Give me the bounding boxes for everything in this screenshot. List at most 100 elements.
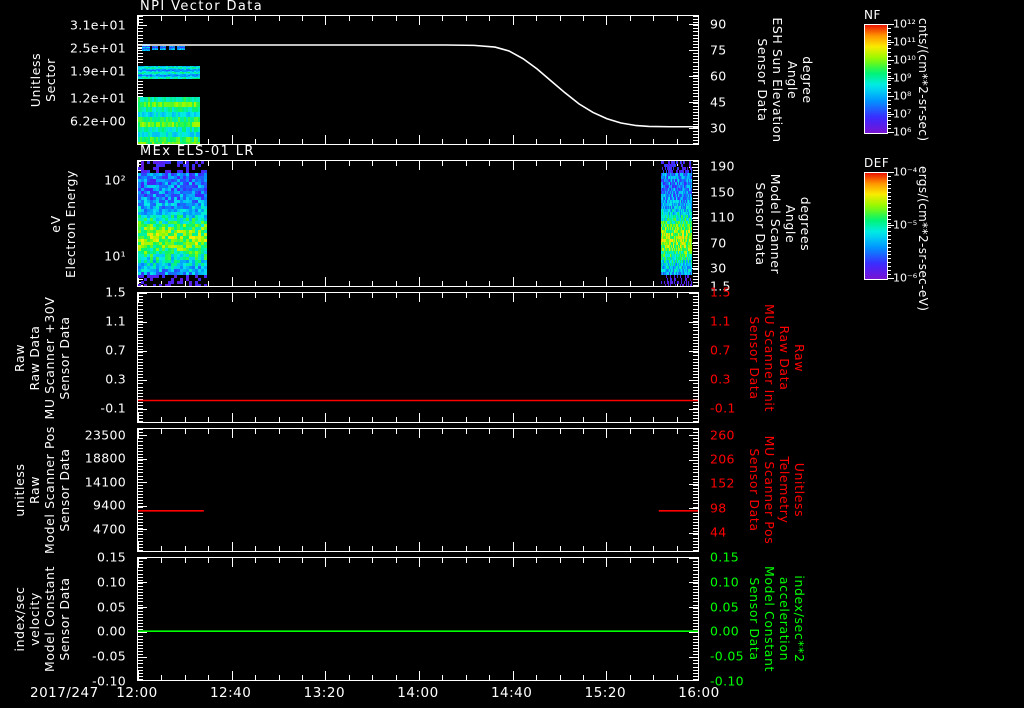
x-tick-bottom-mu-scanner-30v-raw-19 (582, 417, 584, 422)
y-minor-tick-l-mu-scanner-30v-raw-2 (138, 299, 143, 301)
y-tick-label-right-npi-vector-data-3: 45 (710, 94, 727, 110)
y-minor-tick-l-model-constant-velocity-36 (138, 669, 143, 671)
y-minor-tick-l-model-constant-velocity-6 (138, 576, 143, 578)
y-tick-label-left-model-scanner-pos-raw-3: 9400 (92, 497, 126, 513)
y-minor-tick-r-model-scanner-pos-raw-20 (693, 491, 698, 492)
colorbar-tick-label-def-colorbar-1: 10⁻⁵ (893, 218, 918, 232)
y-minor-tick-r-model-scanner-pos-raw-19 (693, 487, 698, 489)
y-minor-tick-l-mu-scanner-30v-raw-16 (138, 342, 143, 344)
y-major-tick-right-model-scanner-pos-raw-2 (689, 483, 698, 485)
y-minor-tick-l-mu-scanner-30v-raw-12 (138, 330, 143, 332)
x-axis-tick-label-6: 16:00 (678, 685, 720, 701)
x-tick-bottom-model-constant-velocity-22 (653, 675, 655, 680)
y-major-tick-right-model-scanner-pos-raw-3 (689, 508, 698, 510)
x-tick-bottom-model-scanner-pos-raw-23 (676, 546, 678, 551)
y-minor-tick-r-mu-scanner-30v-raw-28 (693, 380, 698, 382)
y-tick-label-right-npi-vector-data-1: 75 (710, 42, 727, 58)
y-minor-tick-r-mu-scanner-30v-raw-38 (693, 411, 698, 413)
y-minor-tick-l-model-scanner-pos-raw-13 (138, 469, 143, 471)
y-minor-tick-r-model-constant-velocity-28 (693, 644, 698, 646)
colorbar-minor-tick-nf-colorbar-1 (887, 28, 891, 29)
y-minor-tick-r-model-scanner-pos-raw-36 (693, 540, 698, 542)
y-minor-tick-l-mu-scanner-30v-raw-39 (138, 414, 143, 416)
colorbar-minor-tick-def-colorbar-16 (887, 234, 891, 236)
y-tick-label-right-mu-scanner-30v-raw-4: -0.1 (710, 400, 736, 416)
axis-title-left-mu-scanner-30v-raw-1: Raw Data (27, 325, 42, 390)
y-minor-tick-r-mu-scanner-30v-raw-17 (693, 346, 698, 348)
x-tick-bottom-model-constant-velocity-4 (231, 671, 233, 680)
x-tick-top-model-scanner-pos-raw-1 (161, 429, 163, 434)
y-minor-tick-r-mu-scanner-30v-raw-21 (693, 358, 698, 360)
x-tick-bottom-model-scanner-pos-raw-4 (231, 542, 233, 551)
y-tick-label-right-model-constant-velocity-4: -0.05 (710, 648, 744, 664)
x-tick-top-mu-scanner-30v-raw-12 (419, 293, 420, 302)
y-minor-tick-r-model-constant-velocity-12 (693, 595, 698, 597)
colorbar-minor-tick-nf-colorbar-0 (887, 24, 891, 25)
y-minor-tick-r-model-constant-velocity-19 (693, 616, 698, 618)
y-tick-label-left-model-constant-velocity-3: 0.00 (96, 623, 126, 639)
colorbar-minor-tick-nf-colorbar-4 (887, 40, 891, 41)
y-tick-label-left-model-constant-velocity-1: 0.10 (96, 574, 126, 590)
y-minor-tick-r-mu-scanner-30v-raw-7 (693, 314, 698, 316)
x-tick-top-model-constant-velocity-6 (278, 558, 280, 563)
colorbar-minor-tick-nf-colorbar-14 (887, 80, 891, 81)
colorbar-minor-tick-def-colorbar-11 (887, 215, 891, 217)
x-tick-bottom-mu-scanner-30v-raw-18 (559, 417, 561, 422)
y-minor-tick-r-model-constant-velocity-20 (693, 620, 698, 621)
y-tick-label-left-mu-scanner-30v-raw-1: 1.1 (105, 313, 126, 329)
y-minor-tick-r-mu-scanner-30v-raw-19 (693, 352, 698, 354)
y-minor-tick-r-model-scanner-pos-raw-24 (693, 503, 698, 505)
y-minor-tick-r-model-scanner-pos-raw-6 (693, 447, 698, 449)
y-minor-tick-l-mu-scanner-30v-raw-6 (138, 311, 143, 313)
y-tick-label-right-model-constant-velocity-1: 0.10 (710, 574, 740, 590)
y-minor-tick-l-model-constant-velocity-18 (138, 613, 143, 615)
x-tick-top-mu-scanner-30v-raw-22 (653, 293, 655, 298)
y-minor-tick-l-model-scanner-pos-raw-25 (138, 506, 143, 508)
y-tick-label-left-npi-vector-data-1: 2.5e+01 (69, 40, 126, 56)
y-minor-tick-r-model-scanner-pos-raw-38 (693, 546, 698, 548)
y-minor-tick-r-mu-scanner-30v-raw-29 (693, 383, 698, 385)
x-tick-bottom-model-scanner-pos-raw-20 (606, 542, 608, 551)
colorbar-minor-tick-def-colorbar-1 (887, 175, 891, 177)
colorbar-minor-tick-def-colorbar-8 (887, 203, 891, 205)
y-tick-label-right-model-scanner-pos-raw-1: 206 (710, 451, 735, 467)
y-major-tick-left-mu-scanner-30v-raw-2 (138, 350, 147, 352)
x-tick-bottom-mu-scanner-30v-raw-20 (606, 413, 608, 422)
y-minor-tick-r-model-constant-velocity-4 (693, 570, 698, 572)
y-minor-tick-r-model-scanner-pos-raw-22 (693, 497, 698, 499)
y-minor-tick-l-model-constant-velocity-29 (138, 647, 143, 649)
colorbar-minor-tick-def-colorbar-3 (887, 183, 891, 185)
y-minor-tick-l-model-constant-velocity-24 (138, 632, 143, 634)
y-minor-tick-l-model-constant-velocity-25 (138, 635, 143, 637)
y-minor-tick-r-mu-scanner-30v-raw-9 (693, 321, 698, 323)
y-tick-label-left-model-scanner-pos-raw-0: 23500 (84, 427, 126, 443)
x-tick-bottom-mu-scanner-30v-raw-22 (653, 417, 655, 422)
y-tick-label-right-model-constant-velocity-0: 0.15 (710, 549, 740, 565)
x-tick-top-mu-scanner-30v-raw-16 (512, 293, 514, 302)
y-minor-tick-l-model-constant-velocity-30 (138, 651, 143, 652)
y-major-tick-left-mu-scanner-30v-raw-1 (138, 321, 147, 323)
x-tick-top-model-constant-velocity-3 (208, 558, 210, 563)
x-tick-top-model-constant-velocity-0 (138, 558, 139, 567)
x-tick-bottom-mu-scanner-30v-raw-14 (465, 417, 467, 422)
x-tick-bottom-mu-scanner-30v-raw-0 (138, 413, 139, 422)
y-minor-tick-l-model-constant-velocity-31 (138, 654, 143, 656)
x-tick-bottom-model-constant-velocity-8 (325, 671, 327, 680)
y-minor-tick-r-mu-scanner-30v-raw-24 (693, 367, 698, 369)
x-tick-top-mu-scanner-30v-raw-6 (278, 293, 280, 298)
y-minor-tick-l-mu-scanner-30v-raw-34 (138, 399, 143, 401)
x-tick-top-model-scanner-pos-raw-5 (255, 429, 257, 434)
y-minor-tick-l-model-constant-velocity-21 (138, 623, 143, 625)
y-minor-tick-l-mu-scanner-30v-raw-26 (138, 374, 143, 376)
y-tick-label-left-model-scanner-pos-raw-2: 14100 (84, 474, 126, 490)
colorbar-tick-def-colorbar-1 (887, 224, 894, 226)
y-minor-tick-l-mu-scanner-30v-raw-1 (138, 296, 143, 298)
y-minor-tick-l-mu-scanner-30v-raw-3 (138, 302, 143, 304)
y-minor-tick-r-mu-scanner-30v-raw-1 (693, 296, 698, 298)
y-minor-tick-r-model-constant-velocity-11 (693, 592, 698, 594)
y-minor-tick-r-mu-scanner-30v-raw-12 (693, 330, 698, 332)
y-minor-tick-r-model-scanner-pos-raw-13 (693, 469, 698, 471)
y-minor-tick-l-model-scanner-pos-raw-27 (138, 512, 143, 514)
x-tick-top-model-constant-velocity-15 (489, 558, 491, 563)
x-tick-top-model-constant-velocity-14 (465, 558, 467, 563)
